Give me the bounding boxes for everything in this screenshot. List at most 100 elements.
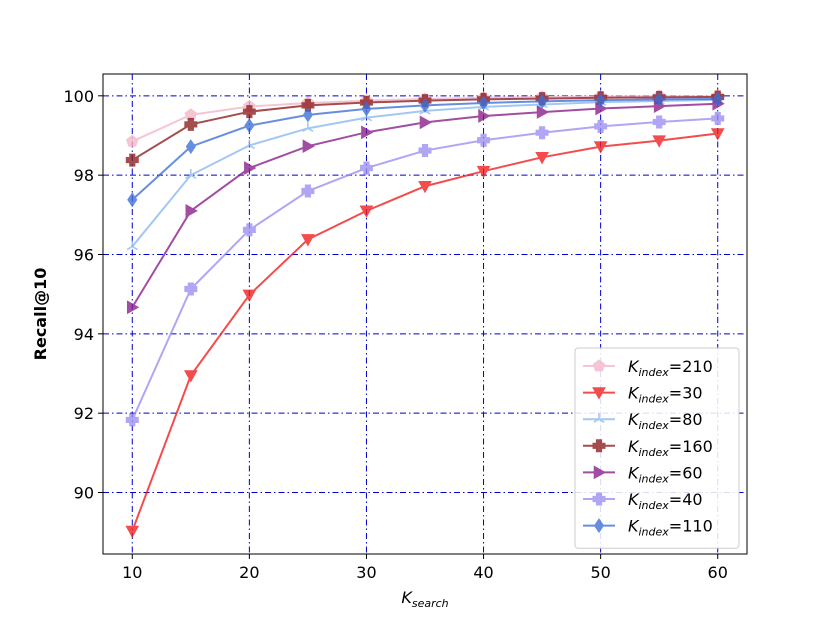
data-point: [710, 128, 725, 141]
x-tick-label: 10: [122, 563, 142, 582]
data-point: [184, 282, 198, 296]
data-point: [301, 184, 315, 198]
legend-entry: [583, 465, 615, 480]
data-point: [535, 152, 549, 165]
legend-marker: [593, 413, 605, 423]
legend-label-main: K: [628, 410, 640, 429]
data-point: [652, 135, 667, 148]
legend-entry: [583, 439, 615, 453]
series-k-index-60: [126, 96, 725, 315]
legend-label-suffix: =80: [669, 410, 703, 429]
x-axis-label-sub: search: [412, 597, 449, 610]
data-point: [476, 165, 491, 179]
legend-label: Kindex=30: [628, 384, 703, 406]
tick-layer: 10 20 30 40 50 60 90 92 94 96 98 100: [63, 87, 727, 582]
data-point: [536, 105, 550, 119]
legend-marker: [592, 439, 606, 453]
data-point: [244, 161, 257, 175]
legend-label-main: K: [628, 517, 640, 536]
plot-frame: [102, 73, 748, 555]
data-point: [418, 180, 432, 194]
data-point: [184, 117, 198, 131]
series-k-index-30: [125, 128, 725, 539]
legend-entry: [583, 413, 615, 423]
x-axis-label-main: K: [401, 588, 413, 607]
data-point: [654, 91, 665, 107]
legend-label-sub: index: [639, 419, 670, 432]
legend-label-sub: index: [639, 526, 670, 539]
legend-label-main: K: [628, 463, 640, 482]
legend-marker: [592, 359, 606, 372]
data-point: [302, 107, 314, 123]
data-point: [242, 223, 256, 237]
data-point: [243, 139, 255, 150]
data-point: [593, 141, 608, 154]
data-point: [419, 97, 431, 113]
data-point: [536, 93, 548, 109]
legend-entry: [583, 359, 615, 372]
legend-marker: [593, 465, 607, 480]
data-point: [419, 115, 433, 130]
legend-label-suffix: =110: [669, 517, 713, 536]
data-point: [185, 204, 198, 218]
legend-label-sub: index: [639, 446, 670, 459]
series-k-index-110: [127, 91, 723, 208]
data-point: [359, 205, 374, 218]
data-point: [125, 153, 139, 167]
data-point: [652, 115, 666, 129]
legend-entry: [583, 518, 615, 534]
x-tick-label: 30: [356, 563, 376, 582]
y-axis-label: Recall@10: [31, 268, 50, 361]
legend-label-sub: index: [639, 393, 670, 406]
data-point: [477, 133, 491, 147]
legend-label-suffix: =30: [669, 384, 703, 403]
series-line: [131, 102, 718, 308]
data-point: [535, 126, 549, 140]
legend-label: Kindex=80: [628, 410, 703, 432]
y-tick-label: 94: [74, 325, 94, 344]
legend-label-sub: index: [639, 366, 670, 379]
series-layer: [125, 89, 725, 539]
data-point: [711, 111, 725, 125]
data-point: [125, 525, 140, 539]
x-tick-label: 50: [590, 563, 610, 582]
legend-marker: [592, 492, 606, 506]
x-tick-label: 20: [239, 563, 259, 582]
data-point: [125, 413, 139, 427]
data-point: [242, 105, 256, 119]
data-point: [712, 91, 723, 107]
legend-label-main: K: [628, 437, 640, 456]
data-point: [361, 101, 372, 117]
data-point: [126, 300, 140, 315]
data-point: [594, 119, 608, 133]
x-tick-label: 60: [708, 563, 728, 582]
legend-label-suffix: =210: [669, 357, 713, 376]
data-point: [127, 192, 138, 208]
legend-label: Kindex=160: [628, 437, 713, 459]
x-tick-label: 40: [473, 563, 493, 582]
data-point: [478, 109, 491, 123]
legend-label: Kindex=110: [628, 517, 713, 539]
legend: Kindex=210Kindex=30Kindex=80Kindex=160Ki…: [574, 347, 740, 549]
legend-marker: [592, 387, 606, 400]
legend-label: Kindex=40: [628, 490, 703, 512]
x-axis-label: Ksearch: [401, 588, 448, 610]
legend-label: Kindex=60: [628, 463, 703, 485]
data-point: [302, 122, 314, 133]
legend-frame: [574, 347, 740, 549]
data-point: [302, 139, 315, 154]
data-point: [185, 139, 196, 155]
legend-label-sub: index: [639, 472, 670, 485]
legend-label-main: K: [628, 357, 640, 376]
series-k-index-80: [126, 93, 724, 251]
data-point: [183, 370, 198, 383]
legend-entry: [583, 387, 615, 400]
legend-label-main: K: [628, 384, 640, 403]
data-point: [595, 92, 606, 108]
data-point: [244, 118, 255, 134]
legend-marker: [593, 518, 605, 534]
legend-label: Kindex=210: [628, 357, 713, 379]
data-point: [125, 134, 139, 147]
